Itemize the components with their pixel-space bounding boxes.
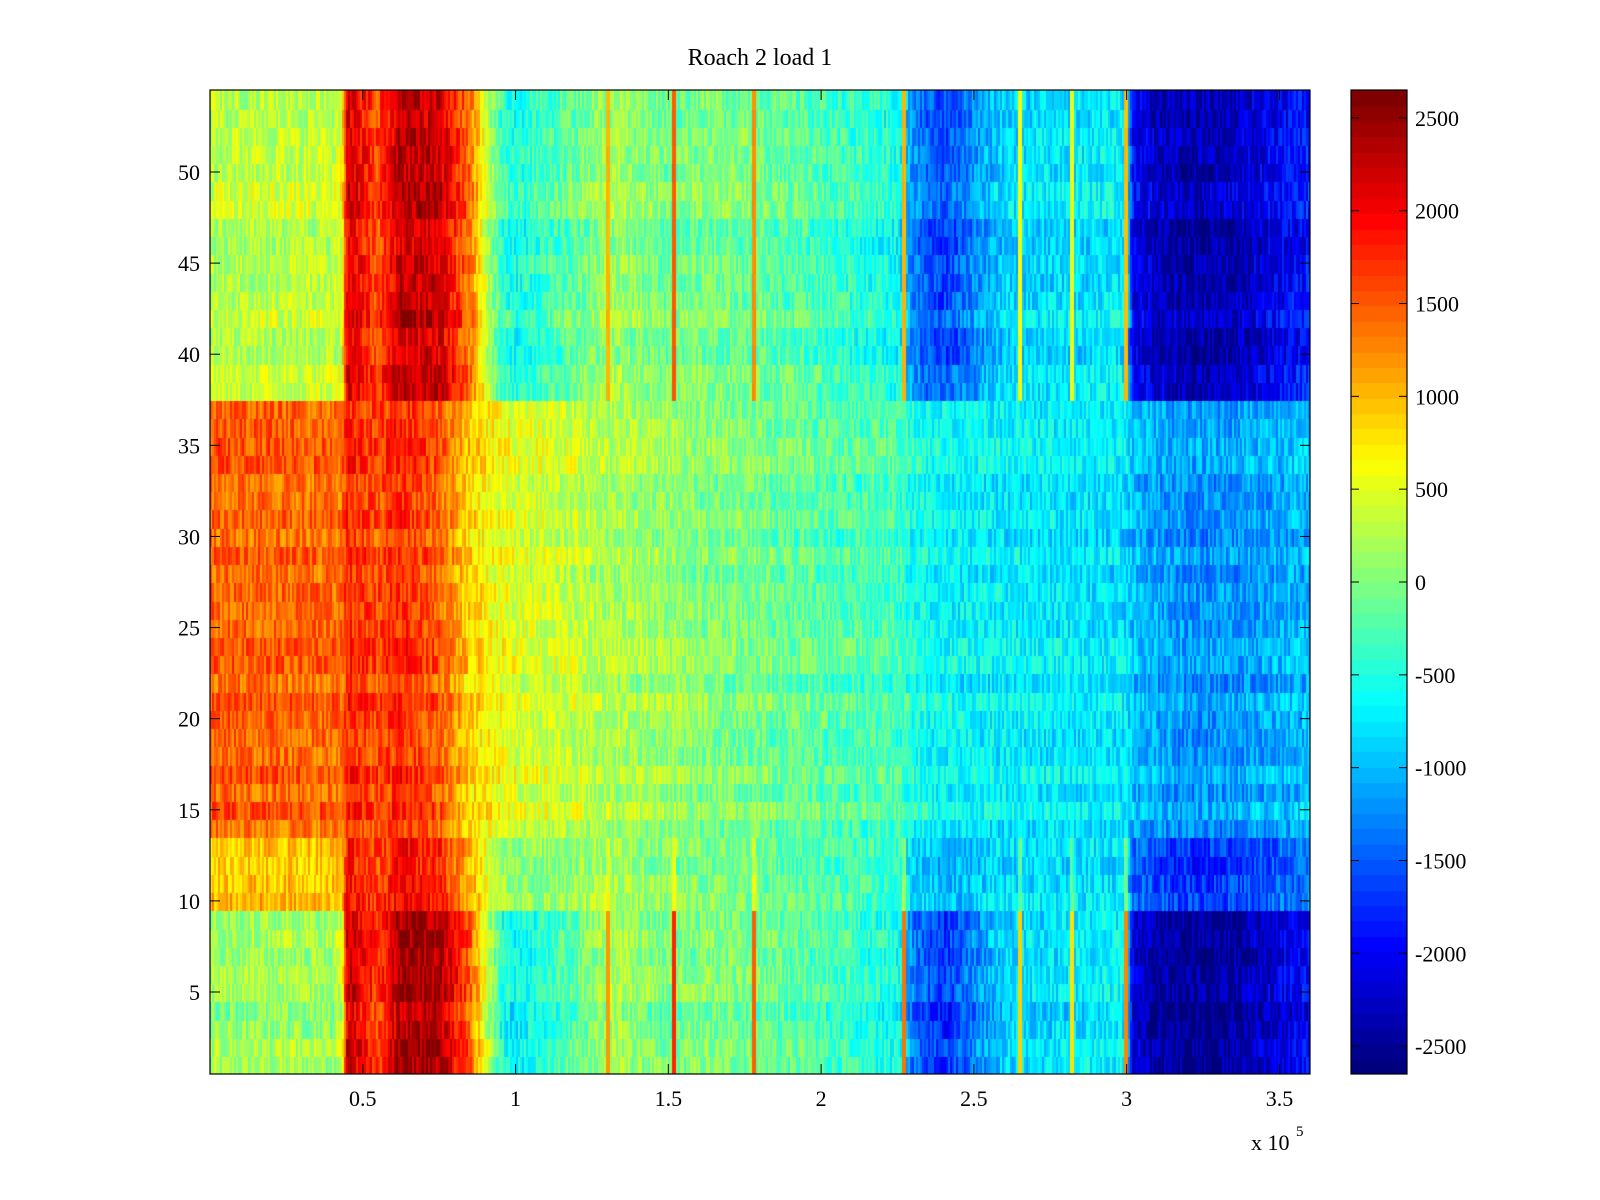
colorbar-tick-label: 1000 xyxy=(1415,384,1459,409)
x-multiplier-base: x 10 xyxy=(1251,1130,1290,1155)
y-tick-label: 40 xyxy=(178,342,200,367)
colorbar-tick-label: -2000 xyxy=(1415,941,1466,966)
y-tick-label: 10 xyxy=(178,889,200,914)
x-tick-label: 1.5 xyxy=(655,1086,683,1111)
x-tick-label: 3 xyxy=(1121,1086,1132,1111)
y-tick-label: 35 xyxy=(178,433,200,458)
x-axis-ticks: 0.5 1 1.5 2 2.5 3 3.5 xyxy=(349,90,1293,1111)
colorbar-tick-label: 2500 xyxy=(1415,106,1459,131)
x-multiplier-exponent: 5 xyxy=(1296,1124,1304,1140)
colorbar-tick-label: 1500 xyxy=(1415,292,1459,317)
y-tick-label: 15 xyxy=(178,798,200,823)
colorbar-frame xyxy=(1350,89,1408,1075)
y-tick-label: 50 xyxy=(178,160,200,185)
chart-title: Roach 2 load 1 xyxy=(688,45,833,71)
y-tick-label: 25 xyxy=(178,616,200,641)
colorbar-tick-label: 2000 xyxy=(1415,199,1459,224)
colorbar-ticks: 2500 2000 1500 1000 500 0 -500 -1000 -1500 -2000 -… xyxy=(1351,106,1466,1059)
x-tick-label: 1 xyxy=(510,1086,521,1111)
x-tick-label: 2 xyxy=(816,1086,827,1111)
x-multiplier-label: x 10 5 xyxy=(1251,1124,1304,1155)
y-tick-label: 20 xyxy=(178,707,200,732)
x-tick-label: 0.5 xyxy=(349,1086,377,1111)
colorbar-tick-label: 500 xyxy=(1415,477,1448,502)
colorbar-tick-label: -1000 xyxy=(1415,756,1466,781)
y-tick-label: 5 xyxy=(189,980,200,1005)
plot-frame xyxy=(209,89,1311,1075)
colorbar-tick-label: -1500 xyxy=(1415,848,1466,873)
x-tick-label: 3.5 xyxy=(1266,1086,1294,1111)
colorbar-tick-label: 0 xyxy=(1415,570,1426,595)
colorbar-tick-label: -2500 xyxy=(1415,1034,1466,1059)
x-tick-label: 2.5 xyxy=(960,1086,988,1111)
y-tick-label: 30 xyxy=(178,524,200,549)
y-tick-label: 45 xyxy=(178,251,200,276)
colorbar-tick-label: -500 xyxy=(1415,663,1455,688)
heatmap-plot-area xyxy=(210,90,1310,1074)
colorbar xyxy=(1351,90,1407,1074)
y-axis-ticks: 5 10 15 20 25 30 35 40 45 50 xyxy=(178,160,1310,1005)
